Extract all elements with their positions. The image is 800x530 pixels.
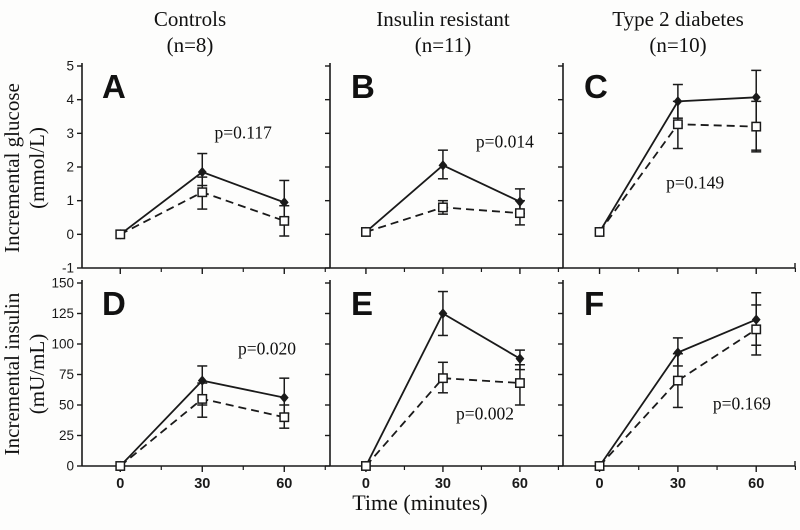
y-axis-title-line1: Incremental insulin (0, 292, 24, 456)
y-axis-title-insulin: Incremental insulin (mU/mL) (0, 254, 52, 494)
column-title-text: Type 2 diabetes (612, 7, 744, 31)
y-axis-title-glucose: Incremental glucose (mmol/L) (0, 48, 52, 288)
panel-letter-f: F (584, 285, 605, 322)
svg-text:75: 75 (59, 367, 74, 382)
p-value-label-c: p=0.149 (666, 172, 725, 192)
panel-letter-d: D (102, 285, 126, 322)
column-n-text: (n=8) (166, 33, 214, 58)
svg-text:-1: -1 (62, 261, 74, 276)
svg-text:25: 25 (59, 428, 74, 443)
panel-c-chart (558, 63, 796, 274)
svg-text:4: 4 (66, 92, 74, 107)
panel-d-chart: 0 25 50 75 100 125 150 0 30 60 (51, 277, 330, 492)
panel-letter-b: B (351, 68, 375, 105)
column-n-text: (n=11) (414, 33, 472, 58)
panel-d-controls-insulin: 0 25 50 75 100 125 150 0 30 60 D p=0.020 (50, 277, 330, 530)
column-n-text: (n=10) (649, 33, 707, 58)
panel-letter-e: E (351, 285, 374, 322)
column-title-controls: Controls (n=8) (50, 6, 330, 58)
svg-text:3: 3 (66, 126, 74, 141)
panel-f-type2-insulin: 0 30 60 F p=0.169 (556, 277, 800, 530)
svg-text:30: 30 (670, 476, 686, 492)
p-value-label-d: p=0.020 (238, 338, 296, 359)
svg-text:100: 100 (51, 337, 74, 352)
svg-text:30: 30 (435, 476, 451, 492)
p-value-label-b: p=0.014 (475, 131, 534, 152)
panel-a-chart: -1 0 1 2 3 4 5 (62, 59, 330, 276)
svg-text:2: 2 (66, 160, 74, 175)
svg-text:1: 1 (66, 193, 74, 208)
y-axis-title-line2: (mmol/L) (25, 127, 50, 209)
p-value-label-a: p=0.117 (214, 122, 272, 143)
svg-text:60: 60 (276, 476, 292, 492)
svg-text:0: 0 (66, 227, 74, 242)
svg-text:0: 0 (362, 476, 370, 492)
p-value-label-e: p=0.002 (456, 403, 514, 424)
panel-e-insulin-resistant-insulin: 0 30 60 E p=0.002 (323, 277, 563, 530)
y-axis-title-line2: (mU/mL) (25, 333, 50, 415)
svg-text:0: 0 (116, 476, 124, 492)
panel-c-type2-glucose: C p=0.149 (556, 56, 800, 286)
p-value-label-f: p=0.169 (712, 393, 771, 413)
svg-text:30: 30 (194, 476, 210, 492)
column-title-insulin-resistant: Insulin resistant (n=11) (323, 6, 563, 58)
column-title-text: Insulin resistant (376, 7, 510, 31)
x-axis-title: Time (minutes) (352, 490, 488, 515)
svg-text:125: 125 (51, 306, 74, 321)
panel-e-chart: 0 30 60 (325, 280, 563, 492)
panel-f-chart: 0 30 60 (558, 280, 796, 492)
panel-b-insulin-resistant-glucose: B p=0.014 (323, 56, 563, 286)
svg-text:60: 60 (512, 476, 528, 492)
svg-text:0: 0 (596, 476, 604, 492)
svg-text:0: 0 (66, 459, 74, 474)
panel-b-chart (325, 63, 563, 274)
y-axis-title-line1: Incremental glucose (0, 83, 24, 253)
svg-text:60: 60 (748, 476, 764, 492)
column-title-type2-diabetes: Type 2 diabetes (n=10) (556, 6, 800, 58)
svg-text:50: 50 (59, 398, 74, 413)
column-title-text: Controls (153, 7, 227, 31)
svg-text:5: 5 (66, 59, 74, 74)
panel-letter-a: A (102, 68, 126, 105)
svg-text:150: 150 (51, 277, 74, 291)
panel-letter-c: C (584, 68, 608, 105)
panel-a-controls-glucose: -1 0 1 2 3 4 5 A p=0.117 (50, 56, 330, 286)
